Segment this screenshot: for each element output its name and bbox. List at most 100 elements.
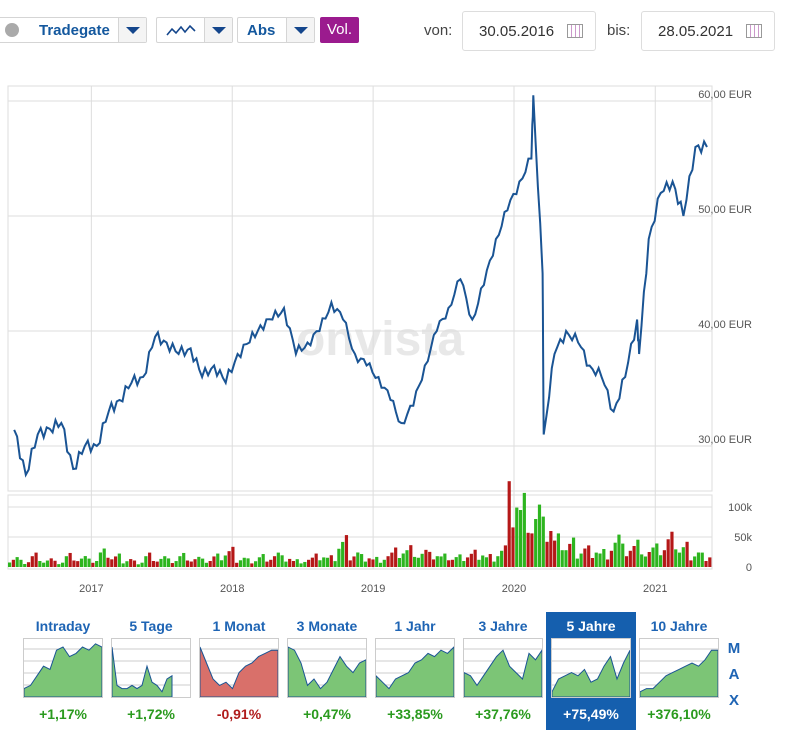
volume-bar: [91, 562, 95, 567]
volume-bar: [352, 556, 356, 567]
period-tab-intraday[interactable]: Intraday +1,17%: [18, 612, 108, 730]
volume-bar: [136, 564, 140, 567]
period-change: +75,49%: [563, 706, 619, 722]
volume-bar: [250, 563, 254, 567]
period-change: +1,72%: [127, 706, 175, 722]
volume-bar: [98, 552, 103, 567]
price-chart[interactable]: onvista 60,00 EUR 50,00 EUR 40,00 EUR 30,00…: [0, 0, 787, 600]
volume-bar: [30, 556, 34, 567]
period-sparkline: [111, 638, 191, 698]
volume-bar: [231, 546, 235, 567]
period-sparkline: [463, 638, 543, 698]
volume-bar: [238, 560, 243, 567]
volume-bar: [696, 552, 701, 567]
calendar-icon[interactable]: [567, 24, 583, 38]
volume-bar: [15, 557, 19, 567]
volume-bar: [208, 561, 212, 567]
max-letter: X: [728, 692, 739, 709]
period-tab-3-monate[interactable]: 3 Monate +0,47%: [282, 612, 372, 730]
chart-type-select[interactable]: [156, 17, 233, 43]
volume-bar: [549, 531, 553, 567]
volume-bar: [53, 560, 57, 567]
volume-bar: [11, 559, 15, 567]
period-sparkline: [375, 638, 455, 698]
volume-bar: [609, 550, 613, 567]
period-change: +37,76%: [475, 706, 531, 722]
volume-bar: [416, 557, 420, 567]
volume-bar: [700, 552, 704, 567]
volume-bar: [265, 561, 269, 567]
volume-bar: [704, 561, 708, 567]
period-tab-10-jahre[interactable]: 10 Jahre +376,10%: [634, 612, 724, 730]
volume-bar: [170, 563, 174, 567]
period-tab-5-jahre[interactable]: 5 Jahre +75,49%: [546, 612, 636, 730]
volume-bar: [617, 534, 621, 567]
x-tick-label: 2021: [643, 583, 667, 595]
period-tab-1-monat[interactable]: 1 Monat -0,91%: [194, 612, 284, 730]
volume-bar: [655, 543, 659, 567]
volume-bar: [216, 553, 220, 567]
period-label: 10 Jahre: [650, 618, 708, 634]
volume-bar: [318, 560, 322, 567]
volume-bar: [708, 557, 712, 567]
volume-bar: [151, 561, 156, 567]
volume-bar: [496, 556, 500, 567]
chevron-down-icon[interactable]: [204, 18, 232, 42]
volume-bar: [83, 556, 87, 567]
chevron-down-icon[interactable]: [286, 18, 314, 42]
volume-bar: [662, 550, 666, 567]
volume-bar: [636, 539, 640, 567]
volume-bar: [19, 559, 23, 567]
volume-bar: [299, 563, 303, 567]
period-sparkline: [23, 638, 103, 698]
period-label: 3 Monate: [296, 618, 358, 634]
volume-bar: [125, 561, 129, 567]
period-label: 5 Tage: [129, 618, 173, 634]
volume-bar: [394, 547, 398, 567]
volume-bar: [458, 554, 462, 567]
volume-tick-label: 100k: [728, 502, 752, 514]
watermark: onvista: [296, 313, 464, 366]
volume-bar: [322, 557, 326, 567]
volume-bar: [110, 559, 114, 567]
volume-bar: [693, 556, 697, 567]
calendar-icon[interactable]: [746, 24, 762, 38]
period-tab-3-jahre[interactable]: 3 Jahre +37,76%: [458, 612, 548, 730]
y-tick-label: 40,00 EUR: [698, 319, 752, 331]
volume-bar: [522, 492, 526, 567]
volume-bar: [537, 504, 542, 567]
exchange-select[interactable]: Tradegate: [0, 17, 147, 43]
period-label: 1 Jahr: [394, 618, 436, 634]
volume-bar: [121, 563, 125, 567]
volume-bar: [503, 545, 508, 567]
volume-bar: [598, 553, 602, 567]
period-sparkline: [287, 638, 367, 698]
max-button[interactable]: M A X: [727, 636, 741, 714]
volume-bar: [643, 556, 648, 567]
volume-bar: [280, 555, 284, 567]
volume-bar: [481, 555, 485, 567]
volume-bar: [526, 532, 530, 567]
volume-button[interactable]: Vol.: [320, 17, 359, 43]
price-line: [13, 95, 708, 478]
volume-bar: [254, 561, 258, 567]
period-tab-1-jahr[interactable]: 1 Jahr +33,85%: [370, 612, 460, 730]
to-date-input[interactable]: 28.05.2021: [641, 11, 775, 51]
volume-bar: [590, 558, 595, 567]
volume-bar: [276, 552, 280, 567]
volume-bar: [397, 558, 402, 567]
volume-bar: [386, 556, 390, 567]
volume-bar: [57, 564, 61, 567]
volume-bar: [45, 560, 50, 567]
from-date-input[interactable]: 30.05.2016: [462, 11, 596, 51]
volume-bar: [488, 554, 492, 567]
period-tab-5-tage[interactable]: 5 Tage +1,72%: [106, 612, 196, 730]
volume-bar: [95, 561, 99, 567]
volume-bar: [242, 557, 246, 567]
volume-bar: [185, 560, 190, 567]
volume-bar: [26, 562, 31, 567]
volume-bar: [117, 553, 121, 567]
mode-select[interactable]: Abs: [237, 17, 315, 43]
volume-bar: [465, 557, 470, 567]
chevron-down-icon[interactable]: [118, 18, 146, 42]
